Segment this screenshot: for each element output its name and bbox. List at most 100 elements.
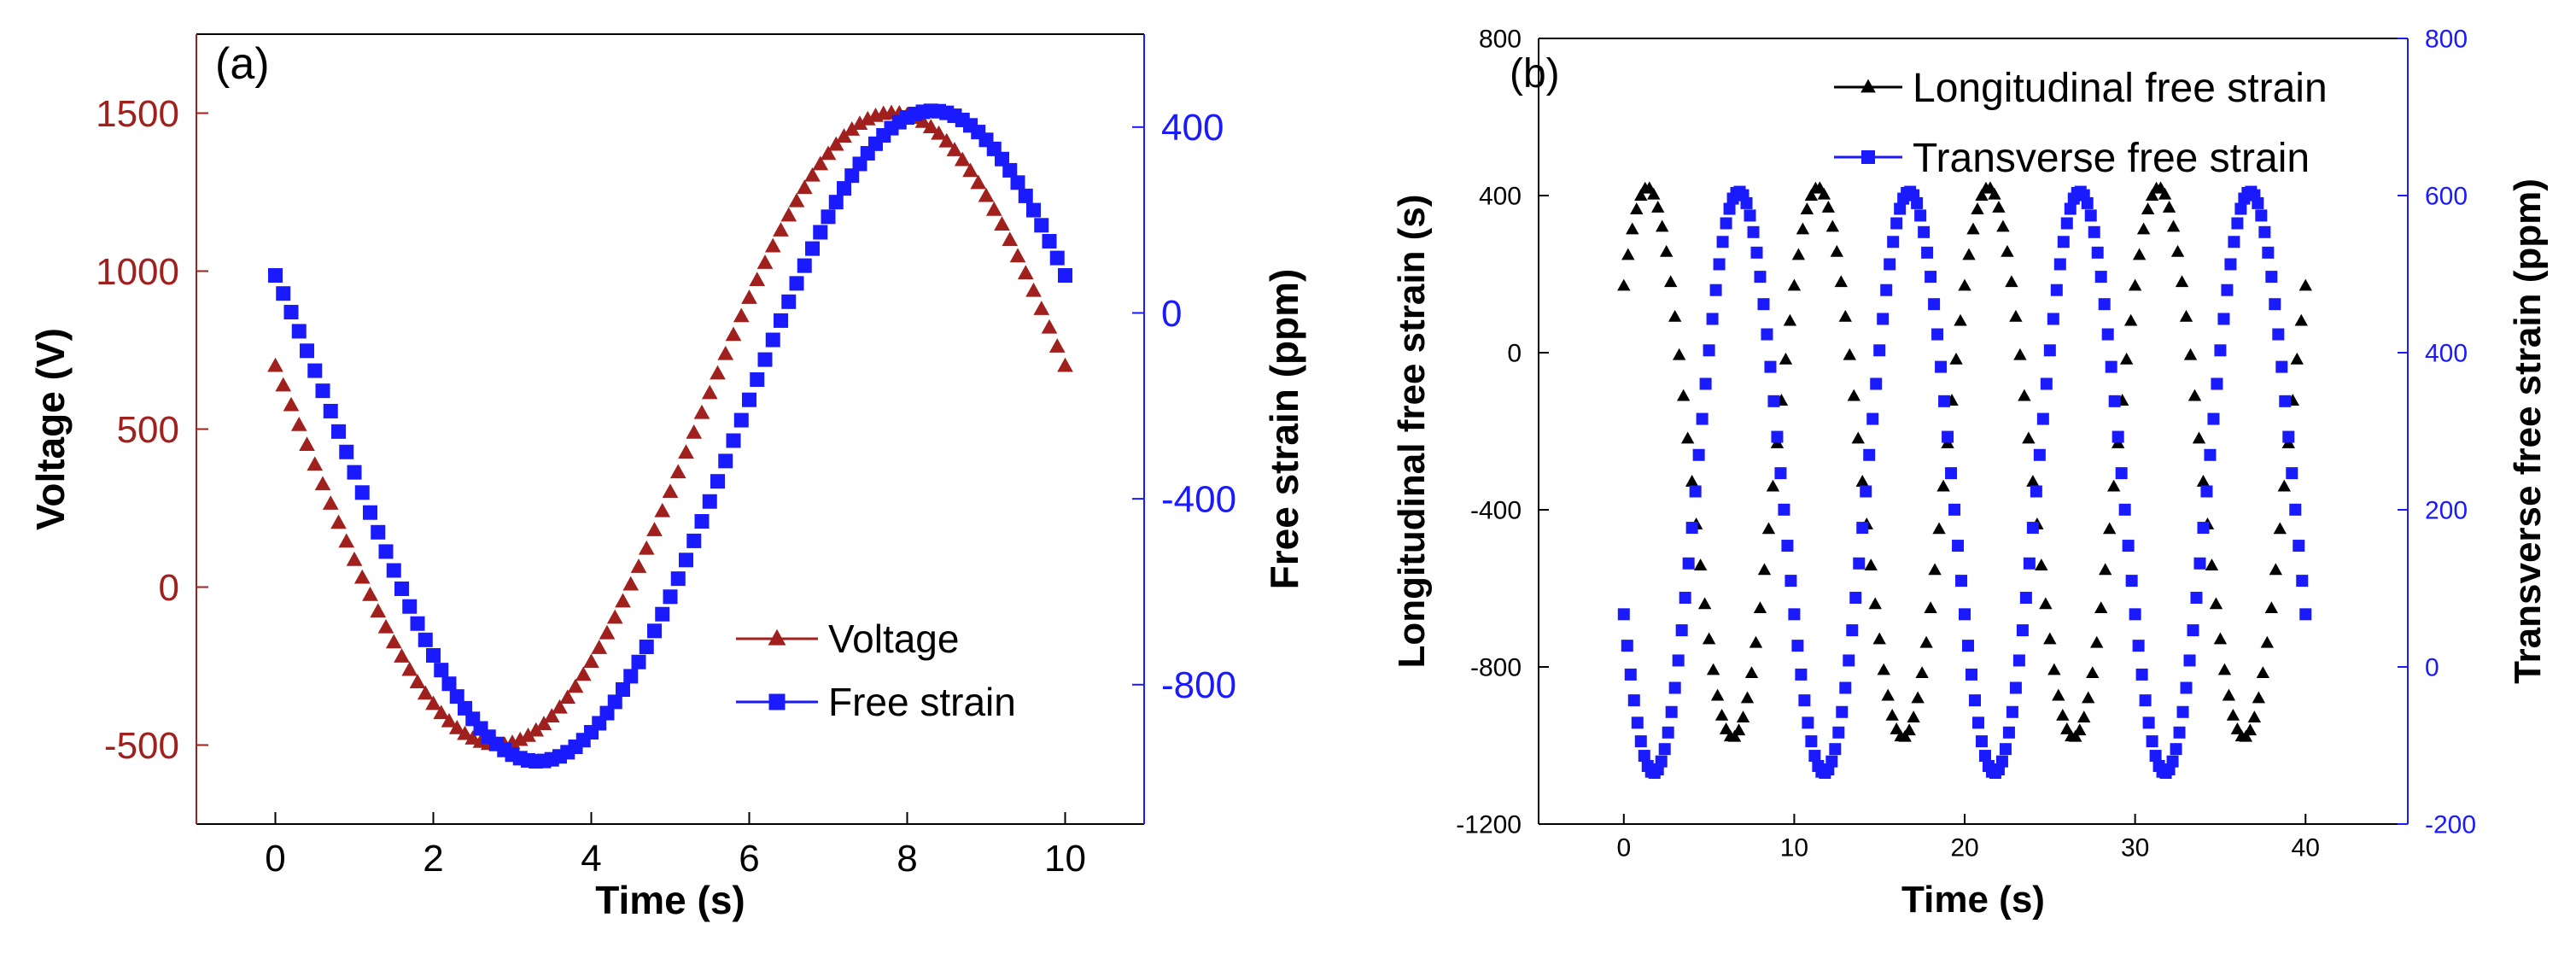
data-point — [1771, 430, 1784, 443]
data-point — [1863, 448, 1876, 461]
data-point — [1631, 716, 1644, 729]
data-point — [639, 640, 654, 655]
data-point — [1805, 735, 1818, 748]
data-point — [970, 174, 987, 190]
data-point — [307, 456, 324, 471]
data-point — [836, 128, 852, 143]
data-point — [418, 632, 433, 647]
data-point — [820, 145, 837, 161]
left-y-tick-label: -800 — [1470, 654, 1522, 682]
data-point — [1761, 522, 1776, 535]
data-point — [2141, 202, 2155, 214]
data-point — [2128, 278, 2142, 291]
data-point — [2196, 475, 2211, 487]
data-point — [1907, 710, 1920, 722]
data-point — [2056, 708, 2070, 721]
data-point — [1767, 395, 1780, 407]
data-point — [2173, 726, 2186, 739]
data-point — [441, 676, 457, 692]
data-point — [2057, 236, 2070, 248]
data-point — [2272, 328, 2285, 341]
data-point — [1802, 716, 1814, 729]
data-point — [1838, 309, 1852, 322]
data-point — [1732, 723, 1746, 736]
left-y-tick-label: 800 — [1479, 26, 1522, 54]
data-point — [2132, 248, 2147, 260]
data-point — [314, 476, 331, 491]
data-point — [2234, 202, 2247, 215]
data-point — [378, 544, 394, 559]
data-point — [1779, 352, 1793, 365]
x-tick-label: 20 — [1950, 834, 1978, 862]
x-tick-label: 10 — [1780, 834, 1808, 862]
data-point — [615, 593, 631, 608]
data-point — [1638, 750, 1650, 763]
data-point — [2243, 723, 2258, 736]
data-point — [1825, 755, 1838, 768]
data-point — [2221, 284, 2234, 296]
data-point — [267, 357, 283, 372]
data-point — [1898, 729, 1912, 742]
data-point — [1935, 360, 1948, 373]
data-point — [2094, 601, 2108, 614]
data-point — [1962, 640, 1975, 652]
data-point — [457, 725, 473, 740]
data-point — [1932, 522, 1946, 535]
data-point — [2016, 624, 2029, 637]
data-point — [1877, 313, 1890, 325]
data-point — [2205, 558, 2219, 571]
data-point — [449, 689, 464, 705]
data-point — [1880, 284, 1893, 296]
x-tick-label: 8 — [897, 838, 917, 880]
data-point — [978, 187, 995, 202]
data-point — [2299, 278, 2312, 291]
data-point — [1761, 328, 1773, 341]
data-point — [1787, 278, 1802, 291]
data-point — [1788, 608, 1801, 621]
data-point — [1754, 271, 1767, 284]
data-point — [2053, 258, 2066, 271]
data-point — [2162, 201, 2176, 213]
data-point — [1830, 244, 1844, 257]
data-point — [678, 444, 694, 459]
data-point — [1925, 271, 1937, 284]
data-point — [1693, 558, 1708, 571]
data-point — [985, 201, 1002, 216]
data-point — [394, 648, 410, 663]
data-point — [669, 464, 686, 479]
x-axis-title: Time (s) — [595, 878, 745, 922]
data-point — [1855, 475, 1869, 487]
series-free-strain — [268, 103, 1072, 769]
data-point — [1884, 258, 1896, 271]
data-point — [1856, 522, 1869, 535]
right-y-tick-label: 600 — [2425, 183, 2468, 211]
data-point — [2269, 298, 2281, 311]
data-point — [1634, 189, 1648, 201]
data-point — [2030, 485, 2042, 498]
data-point — [2231, 217, 2244, 230]
data-point — [1727, 729, 1742, 742]
data-point — [322, 495, 339, 510]
data-point — [1706, 663, 1720, 675]
data-point — [606, 609, 623, 624]
data-point — [2009, 681, 2022, 694]
data-point — [1914, 209, 1927, 222]
data-point — [1971, 202, 1984, 214]
data-point — [622, 576, 640, 591]
data-point — [2252, 196, 2264, 209]
data-point — [426, 647, 441, 663]
data-point — [2115, 467, 2128, 480]
data-point — [290, 416, 307, 431]
data-point — [1744, 666, 1759, 679]
data-point — [1992, 201, 2006, 213]
data-point — [1988, 187, 2001, 200]
data-point — [2064, 202, 2077, 215]
series-transverse-free-strain — [1617, 185, 2312, 780]
data-point — [1692, 448, 1705, 461]
data-point — [962, 162, 978, 178]
data-point — [402, 599, 418, 614]
data-point — [1010, 175, 1025, 190]
data-point — [1949, 352, 1963, 365]
data-point — [1042, 234, 1057, 249]
data-point — [2036, 412, 2049, 425]
